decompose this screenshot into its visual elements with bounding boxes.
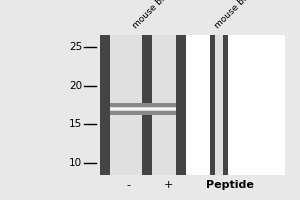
Bar [215,35,223,175]
Text: 25: 25 [69,42,82,52]
Text: Peptide: Peptide [206,180,254,190]
Bar [110,107,176,111]
Text: 15: 15 [69,119,82,129]
Bar [100,35,110,175]
Text: +: + [163,180,173,190]
Bar [142,35,152,175]
Bar [110,108,176,110]
Bar [100,35,285,175]
Bar [176,35,186,175]
Text: mouse brain: mouse brain [213,0,259,30]
Text: mouse brain: mouse brain [130,0,177,30]
Text: 10: 10 [69,158,82,168]
Bar [210,35,215,175]
Bar [110,103,176,115]
Bar [223,35,228,175]
Text: -: - [126,180,130,190]
Bar [110,35,142,175]
Text: 20: 20 [69,81,82,91]
Bar [152,35,176,175]
